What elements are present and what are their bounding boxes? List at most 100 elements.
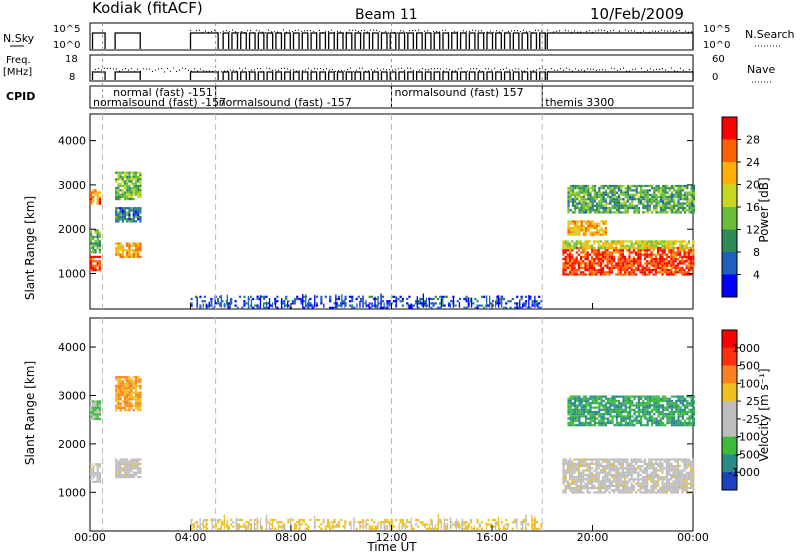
heatmap-cell <box>254 304 257 307</box>
nsearch-dot <box>606 31 609 33</box>
heatmap-cell <box>681 404 684 407</box>
trace-segment <box>328 71 335 80</box>
heatmap-cell <box>644 206 647 210</box>
heatmap-cell <box>90 400 93 403</box>
heatmap-cell <box>613 251 616 254</box>
heatmap-cell <box>98 474 101 477</box>
heatmap-cell <box>126 458 129 461</box>
heatmap-cell <box>567 222 570 225</box>
heatmap-cell <box>626 244 629 247</box>
colorbar-swatch <box>722 252 737 275</box>
heatmap-cell <box>613 198 616 201</box>
trace-segment <box>477 71 485 80</box>
heatmap-cell <box>566 480 569 483</box>
nave-dot <box>277 69 280 71</box>
heatmap-cell <box>96 260 99 263</box>
heatmap-cell <box>580 266 583 269</box>
heatmap-cell <box>117 195 120 198</box>
nsearch-dot <box>219 32 222 34</box>
trace-segment <box>240 71 247 80</box>
heatmap-cell <box>478 523 481 526</box>
trace-segment <box>257 32 265 49</box>
heatmap-cell <box>664 209 667 212</box>
heatmap-cell <box>599 471 602 474</box>
heatmap-cell <box>117 213 120 216</box>
heatmap-cell <box>626 246 629 250</box>
heatmap-cell <box>657 242 660 245</box>
heatmap-cell <box>615 469 618 472</box>
heatmap-cell <box>670 271 673 274</box>
heatmap-cell <box>472 302 475 305</box>
heatmap-cell <box>687 271 690 274</box>
heatmap-cell <box>633 193 636 196</box>
heatmap-cell <box>659 195 662 199</box>
heatmap-cell <box>676 249 679 252</box>
heatmap-cell <box>595 460 598 463</box>
heatmap-cell <box>683 478 686 481</box>
heatmap-cell <box>676 462 679 465</box>
heatmap-cell <box>604 253 607 256</box>
heatmap-cell <box>139 193 142 196</box>
heatmap-cell <box>617 264 620 267</box>
heatmap-cell <box>676 469 679 472</box>
heatmap-cell <box>604 227 607 230</box>
heatmap-cell <box>139 182 142 185</box>
nsearch-dot <box>360 30 363 32</box>
heatmap-cell <box>139 402 142 405</box>
heatmap-cell <box>672 244 675 247</box>
nsearch-dot <box>261 31 264 33</box>
heatmap-cell <box>650 478 653 481</box>
heatmap-cell <box>676 465 679 468</box>
heatmap-cell <box>615 487 618 490</box>
heatmap-cell <box>613 246 616 250</box>
heatmap-cell <box>602 251 605 254</box>
heatmap-cell <box>624 189 627 192</box>
heatmap-cell <box>640 404 643 407</box>
heatmap-cell <box>96 240 99 243</box>
heatmap-cell <box>677 421 680 425</box>
heatmap-cell <box>591 484 594 487</box>
heatmap-cell <box>587 227 590 230</box>
heatmap-cell <box>520 295 523 298</box>
heatmap-cell <box>690 193 693 196</box>
heatmap-cell <box>119 244 122 247</box>
heatmap-cell <box>617 462 620 465</box>
heatmap-cell <box>675 395 678 398</box>
heatmap-cell <box>571 227 574 230</box>
heatmap-cell <box>659 271 662 274</box>
heatmap-cell <box>633 195 636 199</box>
freq-tick-top: 18 <box>65 54 78 65</box>
heatmap-cell <box>527 523 530 526</box>
heatmap-cell <box>595 262 598 265</box>
heatmap-cell <box>619 251 622 254</box>
heatmap-cell <box>119 406 122 410</box>
beam-title: Beam 11 <box>355 7 418 23</box>
nave-dot <box>511 69 514 71</box>
nsearch-dot <box>210 30 213 33</box>
heatmap-cell <box>653 413 656 416</box>
heatmap-cell <box>337 521 341 524</box>
heatmap-cell <box>650 260 653 263</box>
heatmap-cell <box>622 417 625 420</box>
heatmap-cell <box>593 476 596 479</box>
heatmap-cell <box>599 465 602 468</box>
nave-dot <box>190 70 193 72</box>
heatmap-cell <box>96 476 99 479</box>
heatmap-cell <box>496 523 499 526</box>
heatmap-cell <box>123 395 127 399</box>
heatmap-cell <box>571 489 574 492</box>
heatmap-cell <box>674 471 677 474</box>
heatmap-cell <box>94 266 97 269</box>
heatmap-cell <box>480 304 484 307</box>
heatmap-cell <box>637 482 640 485</box>
heatmap-cell <box>119 462 122 465</box>
heatmap-cell <box>591 246 594 250</box>
colorbar-swatch <box>722 207 737 230</box>
nave-dot <box>598 69 601 71</box>
heatmap-cell <box>648 489 651 492</box>
heatmap-cell <box>132 251 135 254</box>
nave-dot <box>199 68 202 70</box>
heatmap-cell <box>690 399 693 403</box>
nave-dot <box>421 68 424 70</box>
nave-dot <box>343 70 346 72</box>
